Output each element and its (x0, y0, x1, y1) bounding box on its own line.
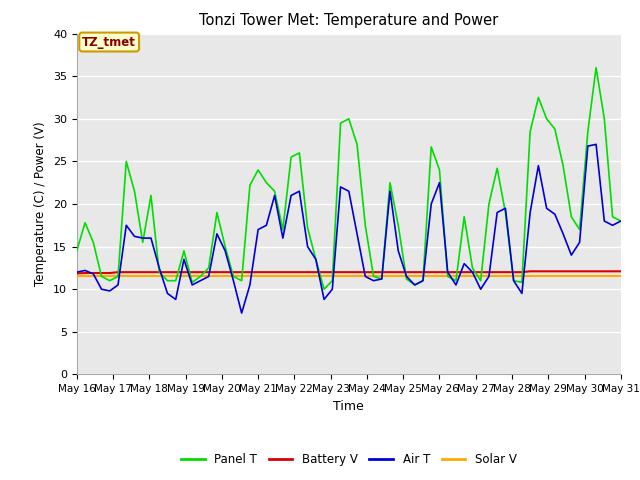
X-axis label: Time: Time (333, 400, 364, 413)
Y-axis label: Temperature (C) / Power (V): Temperature (C) / Power (V) (35, 122, 47, 286)
Legend: Panel T, Battery V, Air T, Solar V: Panel T, Battery V, Air T, Solar V (176, 448, 522, 471)
Text: TZ_tmet: TZ_tmet (82, 36, 136, 48)
Title: Tonzi Tower Met: Temperature and Power: Tonzi Tower Met: Temperature and Power (199, 13, 499, 28)
